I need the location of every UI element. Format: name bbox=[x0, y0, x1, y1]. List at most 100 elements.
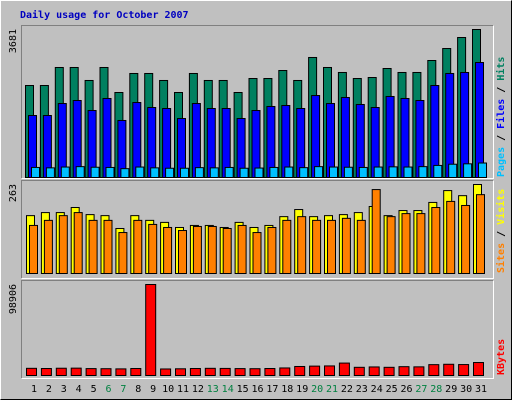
bar bbox=[234, 368, 246, 377]
bar bbox=[85, 368, 97, 377]
bar bbox=[162, 108, 172, 178]
bar bbox=[403, 166, 413, 179]
bar bbox=[398, 366, 410, 376]
bar bbox=[178, 230, 187, 274]
bar bbox=[267, 226, 277, 274]
bar bbox=[329, 166, 338, 179]
x-tick-label: 14 bbox=[222, 384, 234, 395]
bar bbox=[189, 368, 201, 377]
bar bbox=[60, 166, 70, 179]
bar bbox=[204, 367, 216, 376]
bar bbox=[58, 215, 68, 275]
bar bbox=[430, 85, 440, 178]
legend-separator: / bbox=[496, 81, 507, 99]
panel-edge bbox=[21, 180, 494, 279]
bar bbox=[431, 207, 441, 275]
bar bbox=[416, 213, 426, 274]
bar bbox=[413, 366, 425, 376]
bar bbox=[373, 166, 383, 179]
bar bbox=[70, 367, 82, 376]
bar bbox=[269, 166, 279, 178]
bar bbox=[353, 366, 365, 377]
x-tick-label: 15 bbox=[237, 384, 249, 395]
legend-entry: Files bbox=[495, 99, 507, 129]
x-tick-label: 25 bbox=[386, 384, 398, 395]
x-tick-label: 29 bbox=[445, 384, 457, 395]
legend-entry: KBytes bbox=[496, 339, 507, 375]
bar bbox=[160, 368, 172, 376]
bar bbox=[355, 103, 365, 178]
bar bbox=[206, 108, 216, 178]
bar bbox=[145, 284, 157, 376]
bar bbox=[191, 103, 201, 178]
legend: Sites / Visits bbox=[495, 189, 507, 273]
bar bbox=[284, 166, 294, 179]
x-tick-label: 27 bbox=[415, 384, 427, 395]
bar bbox=[338, 362, 350, 376]
bar bbox=[282, 219, 292, 275]
bar bbox=[314, 166, 324, 179]
bar bbox=[31, 166, 40, 178]
bar bbox=[356, 219, 366, 275]
bar bbox=[476, 194, 485, 274]
x-tick-label: 10 bbox=[162, 384, 174, 395]
bar bbox=[90, 166, 100, 178]
bar bbox=[120, 168, 130, 178]
bar bbox=[343, 166, 353, 178]
bar bbox=[327, 219, 336, 275]
bar bbox=[340, 96, 350, 178]
bar bbox=[460, 71, 470, 178]
bar bbox=[448, 163, 458, 179]
panel-edge bbox=[21, 280, 494, 379]
x-tick-label: 20 bbox=[311, 384, 323, 395]
bar bbox=[209, 167, 219, 178]
bar bbox=[222, 227, 232, 275]
bar bbox=[312, 219, 322, 275]
x-tick-label: 5 bbox=[91, 384, 97, 395]
bar bbox=[237, 224, 247, 274]
bar bbox=[445, 72, 455, 178]
bar bbox=[311, 95, 321, 178]
bar bbox=[73, 212, 83, 274]
bar bbox=[29, 224, 38, 274]
x-tick-label: 6 bbox=[105, 384, 111, 395]
bar bbox=[358, 166, 368, 178]
bar bbox=[118, 232, 128, 275]
bar bbox=[443, 363, 455, 377]
x-tick-label: 31 bbox=[475, 384, 487, 395]
legend-entry: Hits bbox=[495, 57, 507, 81]
panel-edge bbox=[21, 280, 494, 379]
bar bbox=[75, 166, 85, 179]
bar bbox=[57, 103, 67, 178]
x-tick-label: 2 bbox=[46, 384, 52, 395]
x-tick-label: 18 bbox=[281, 384, 293, 395]
x-tick-label: 9 bbox=[150, 384, 156, 395]
bar bbox=[147, 107, 157, 178]
legend-separator: / bbox=[496, 225, 507, 243]
bar bbox=[478, 162, 487, 178]
bar bbox=[264, 368, 276, 377]
bar bbox=[400, 97, 410, 178]
bar bbox=[224, 166, 234, 178]
bar bbox=[135, 166, 145, 179]
x-tick-label: 30 bbox=[460, 384, 472, 395]
bar bbox=[294, 365, 306, 377]
x-tick-label: 22 bbox=[341, 384, 353, 395]
x-tick-label: 17 bbox=[266, 384, 278, 395]
bar bbox=[475, 62, 484, 179]
bar bbox=[446, 200, 456, 274]
bar bbox=[252, 232, 262, 275]
x-tick-label: 3 bbox=[61, 384, 67, 395]
bar bbox=[428, 364, 440, 376]
bar bbox=[386, 216, 396, 274]
bar bbox=[279, 367, 291, 377]
y-tick-label: 3681 bbox=[8, 29, 19, 53]
bar bbox=[26, 367, 37, 376]
x-tick-label: 11 bbox=[177, 384, 189, 395]
panel-edge bbox=[21, 180, 494, 279]
bar bbox=[458, 364, 470, 376]
bar bbox=[388, 166, 398, 179]
bar bbox=[385, 95, 395, 178]
